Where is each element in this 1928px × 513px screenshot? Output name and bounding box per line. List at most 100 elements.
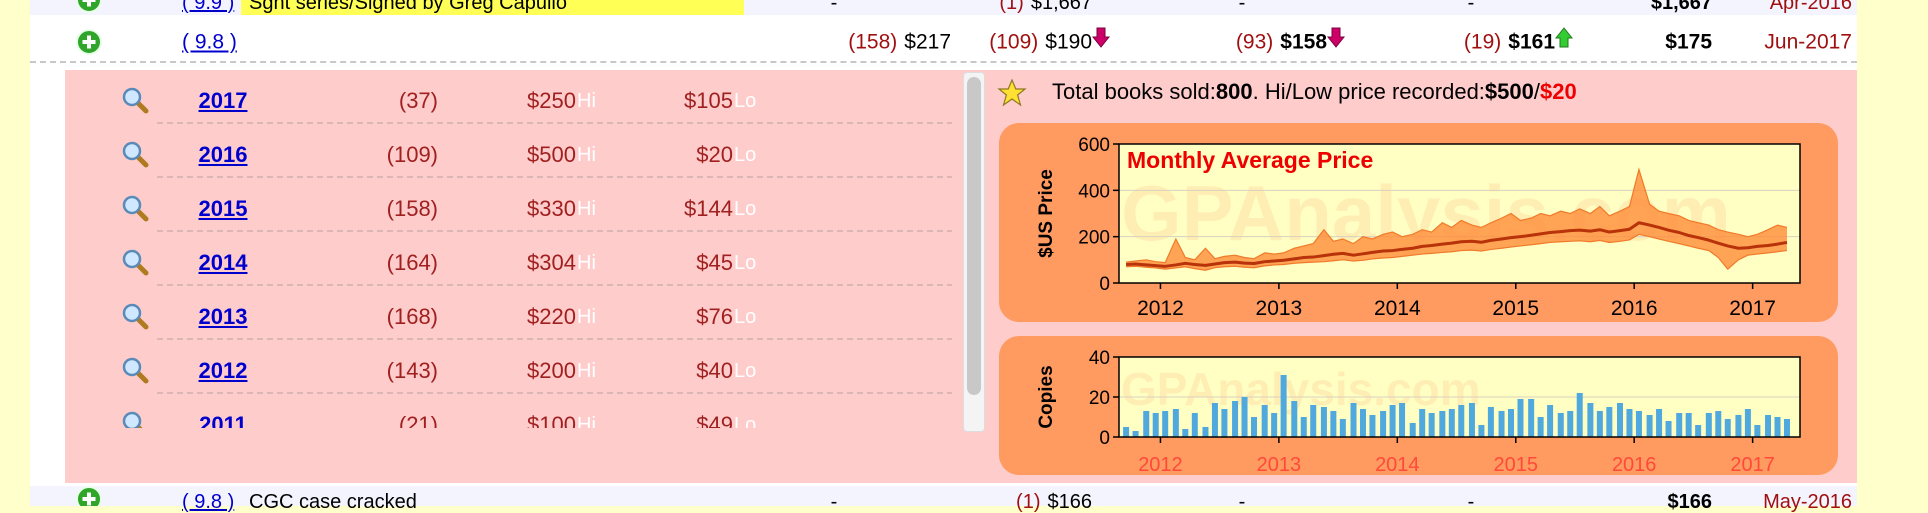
x-tick-label: 2012 (1137, 297, 1184, 320)
magnifier-lens (122, 195, 142, 215)
hi-label: Hi (577, 360, 596, 382)
hi-label: Hi (577, 90, 596, 112)
year-list-icons (122, 87, 952, 428)
expand-icon[interactable] (76, 486, 102, 506)
grade-link[interactable]: ( 9.8 ) (182, 491, 235, 513)
expand-icon[interactable] (76, 0, 102, 13)
sale-count: (109) (989, 30, 1039, 54)
x-tick-label: 2017 (1729, 297, 1776, 320)
trend-arrow-down (1091, 27, 1111, 48)
copies-bar (1191, 413, 1198, 437)
lo-label: Lo (734, 414, 757, 428)
year-link[interactable]: 2011 (199, 412, 247, 429)
year-count: (168) (386, 304, 438, 329)
copies-bar (1162, 411, 1169, 437)
magnifier-icon[interactable] (122, 411, 146, 428)
magnifier-icon[interactable] (122, 357, 149, 384)
summary-hi: $500 (1484, 79, 1534, 104)
year-count: (158) (386, 196, 438, 221)
scrollbar-track[interactable] (963, 72, 985, 432)
copies-bar (1656, 409, 1663, 437)
magnifier-lens (122, 303, 142, 323)
x-tick-label: 2017 (1730, 454, 1775, 476)
year-link[interactable]: 2015 (198, 196, 248, 221)
year-lo: $40 (696, 358, 733, 383)
price: - (830, 0, 838, 14)
sale-count: (93) (1235, 30, 1274, 54)
copies-bar (1232, 401, 1239, 437)
x-tick-label: 2013 (1256, 297, 1303, 320)
year-count: (37) (398, 88, 438, 113)
magnifier-lens (122, 357, 142, 377)
summary-sep: / (1533, 79, 1540, 104)
copies-bar (1498, 411, 1505, 437)
copies-bar (1300, 417, 1307, 437)
year-link[interactable]: 2013 (198, 304, 248, 329)
copies-bar (1152, 413, 1159, 437)
copies-bar (1695, 425, 1702, 437)
year-hi: $250 (527, 88, 576, 113)
row (30, 15, 1857, 63)
magnifier-icon[interactable] (122, 249, 149, 276)
copies-bar (1339, 419, 1346, 437)
price: $1,667 (1650, 0, 1712, 14)
copies-bar (1310, 405, 1317, 437)
copies-bar (1705, 413, 1712, 437)
sale-date: Apr-2016 (1769, 0, 1852, 14)
summary-sold: 800 (1215, 79, 1253, 104)
price: $190 (1045, 30, 1092, 54)
expand-icon[interactable] (76, 29, 102, 55)
plot-marks (1126, 167, 1788, 271)
price: $158 (1280, 30, 1327, 54)
year-link[interactable]: 2012 (198, 358, 248, 383)
grade-link[interactable]: ( 9.9 ) (182, 0, 235, 14)
copies-bar (1241, 397, 1248, 437)
copies-bar (1419, 409, 1426, 437)
x-tick-label: 2013 (1257, 454, 1302, 476)
note-highlight (241, 0, 744, 15)
hi-label: Hi (577, 252, 596, 274)
copies-bar (1182, 429, 1189, 437)
copies-bar (1448, 409, 1455, 437)
magnifier-icon[interactable] (122, 303, 149, 330)
scrollbar-thumb[interactable] (967, 77, 981, 395)
copies-bar (1537, 417, 1544, 437)
year-link[interactable]: 2014 (198, 250, 248, 275)
lo-label: Lo (734, 144, 757, 166)
trend-arrow-down (1326, 27, 1346, 48)
sale-date: May-2016 (1763, 491, 1852, 513)
expand-icon-bar (87, 492, 91, 506)
grade-link[interactable]: ( 9.8 ) (182, 30, 237, 54)
expand-icon-bar (87, 0, 91, 7)
copies-bar (1715, 411, 1722, 437)
year-hi: $330 (527, 196, 576, 221)
plot-marks (1123, 375, 1790, 437)
copies-bar (1211, 403, 1218, 437)
trend-arrow-up (1554, 27, 1574, 48)
copies-bar (1359, 409, 1366, 437)
year-lo: $76 (696, 304, 733, 329)
copies-bar (1172, 409, 1179, 437)
price-lo-line (1126, 233, 1788, 271)
year-hi: $100 (527, 412, 576, 429)
year-lo: $49 (696, 412, 733, 429)
y-tick-label: 40 (1089, 348, 1110, 369)
magnifier-icon[interactable] (122, 195, 149, 222)
summary-lo: $20 (1540, 79, 1577, 104)
copies-bar (1635, 411, 1642, 437)
copies-bar (1626, 409, 1633, 437)
hi-label: Hi (577, 198, 596, 220)
year-hi: $200 (527, 358, 576, 383)
magnifier-icon[interactable] (122, 87, 149, 114)
year-lo: $20 (696, 142, 733, 167)
plot-border (1118, 356, 1801, 438)
lo-label: Lo (734, 360, 757, 382)
copies-bar (1428, 413, 1435, 437)
copies-bar (1330, 411, 1337, 437)
year-link[interactable]: 2017 (198, 88, 248, 113)
magnifier-icon[interactable] (122, 141, 149, 168)
price: $217 (904, 30, 951, 54)
year-link[interactable]: 2016 (198, 142, 248, 167)
price: $166 (1047, 491, 1093, 513)
